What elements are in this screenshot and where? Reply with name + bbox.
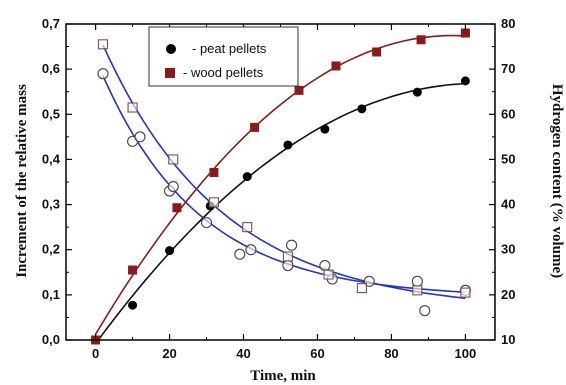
hydrogen-circle-point — [319, 259, 331, 272]
x-tick-label: 20 — [162, 346, 176, 361]
x-tick-label: 40 — [236, 346, 250, 361]
y-right-tick-label: 70 — [501, 61, 515, 76]
axis-ticks: 0 20 40 60 80 100 0,0 0,1 0,2 0,3 0,4 0,5 0,6 0,7 10 20… — [42, 16, 516, 361]
y-right-tick-label: 10 — [501, 332, 515, 347]
hydrogen-square-point — [168, 154, 179, 165]
peat-point — [165, 246, 175, 256]
peat-point — [242, 172, 252, 182]
hydrogen-square-point — [282, 251, 293, 262]
wood-point — [128, 265, 138, 275]
y-right-tick-label: 80 — [501, 16, 515, 31]
hydrogen-circle-point — [245, 244, 257, 256]
legend-marker-peat — [166, 44, 176, 54]
x-tick-label: 80 — [384, 346, 398, 361]
legend-label-peat: - peat pellets — [192, 41, 267, 56]
x-tick-label: 0 — [92, 346, 99, 361]
legend: - peat pellets - wood pellets — [148, 26, 299, 87]
y-left-tick-label: 0,6 — [42, 61, 60, 76]
wood-point — [172, 203, 182, 213]
hydrogen-circle-point — [200, 217, 213, 229]
y-right-tick-label: 30 — [501, 242, 515, 257]
y-right-tick-label: 50 — [501, 151, 515, 166]
wood-point — [460, 28, 470, 38]
fit-line-0 — [94, 82, 466, 345]
hydrogen-circle-point — [234, 248, 246, 260]
peat-point — [460, 76, 470, 86]
hydrogen-circle-point — [134, 131, 146, 143]
hydrogen-circle-point — [419, 305, 431, 317]
y-left-tick-label: 0,4 — [42, 151, 61, 166]
x-tick-label: 100 — [455, 346, 477, 361]
y-right-axis-title: Hydrogen content (% volume) — [549, 84, 565, 278]
hydrogen-square-point — [242, 222, 253, 233]
hydrogen-square-point — [323, 269, 334, 280]
y-right-tick-label: 40 — [501, 197, 515, 212]
fit-line-1 — [94, 34, 466, 335]
data-markers — [91, 28, 471, 345]
hydrogen-square-point — [97, 39, 109, 50]
x-tick-label: 60 — [310, 346, 324, 361]
wood-point — [331, 61, 341, 71]
hydrogen-circle-point — [282, 259, 294, 272]
hydrogen-circle-point — [97, 68, 109, 80]
wood-point — [416, 35, 426, 45]
peat-point — [357, 104, 367, 114]
y-left-tick-label: 0,5 — [42, 106, 60, 121]
y-left-tick-label: 0,1 — [42, 287, 60, 302]
y-left-tick-label: 0,3 — [42, 197, 60, 212]
x-axis-title: Time, min — [250, 368, 316, 384]
wood-point — [294, 85, 304, 95]
peat-point — [283, 140, 293, 150]
hydrogen-square-point — [460, 287, 471, 298]
peat-point — [412, 87, 422, 97]
wood-point — [209, 168, 219, 178]
hydrogen-square-point — [356, 283, 367, 294]
y-right-tick-label: 20 — [501, 287, 515, 302]
y-left-tick-label: 0,2 — [42, 242, 60, 257]
wood-point — [250, 122, 260, 132]
peat-point — [128, 300, 138, 310]
hydrogen-square-point — [208, 197, 219, 208]
y-left-tick-label: 0,7 — [42, 16, 60, 31]
hydrogen-square-point — [127, 102, 138, 113]
y-right-tick-label: 60 — [501, 106, 515, 121]
y-left-axis-title: Increment of the relative mass — [14, 84, 30, 278]
wood-point — [372, 47, 382, 57]
legend-label-wood: - wood pellets — [183, 65, 264, 80]
peat-point — [320, 124, 330, 134]
hydrogen-circle-point — [411, 275, 423, 287]
y-left-tick-label: 0,0 — [42, 332, 60, 347]
hydrogen-circle-point — [167, 180, 179, 193]
legend-marker-wood — [165, 68, 175, 78]
hydrogen-square-point — [412, 285, 423, 296]
hydrogen-circle-point — [286, 239, 298, 251]
